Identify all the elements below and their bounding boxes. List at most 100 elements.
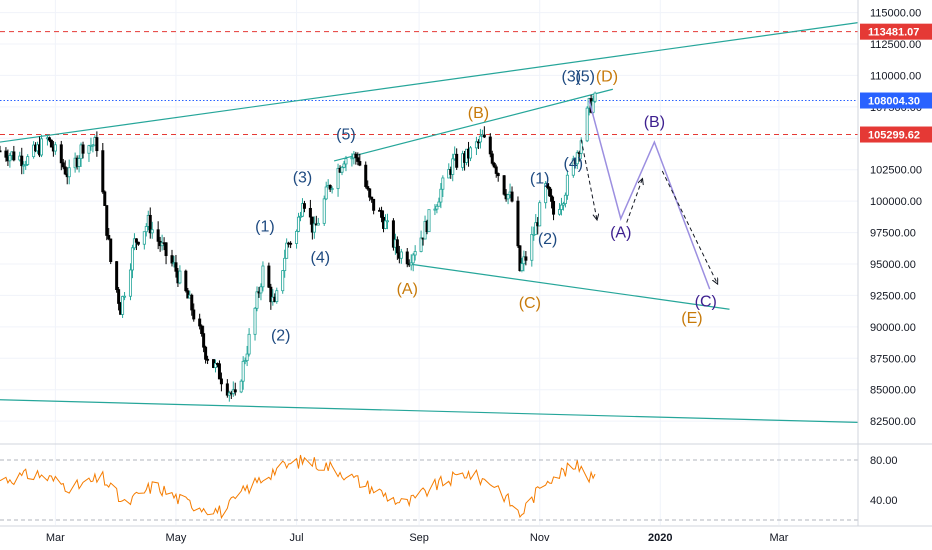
candle-body: [530, 234, 534, 261]
candle-body: [561, 203, 565, 206]
wave-label: (1): [530, 171, 550, 188]
price-tick-label: 82500.00: [870, 416, 916, 428]
candle-body: [532, 233, 536, 236]
candle-body: [308, 207, 312, 218]
wave-label: (3): [293, 169, 313, 186]
candle-body: [411, 254, 415, 264]
candle-body: [49, 139, 53, 148]
candle-body: [356, 157, 360, 162]
candle-body: [259, 286, 263, 294]
candle-body: [490, 153, 494, 164]
wave-label: (B): [644, 114, 665, 131]
candle-body: [269, 286, 273, 303]
candle-body: [488, 136, 492, 155]
candle-body: [409, 262, 413, 266]
wave-5-to-D-line: [333, 88, 614, 162]
candle-body: [336, 167, 340, 189]
candle-body: [593, 92, 597, 102]
price-tag-box: [860, 126, 932, 143]
upper-channel-line: [0, 22, 859, 143]
candle-body: [435, 205, 439, 210]
candle-body: [247, 333, 251, 355]
candle-body: [433, 208, 437, 211]
wave-label: (B): [468, 105, 489, 122]
candle-body: [101, 150, 105, 193]
candle-body: [520, 263, 524, 271]
candle-body: [128, 269, 132, 297]
wave-label: (A): [610, 225, 631, 242]
candle-body: [538, 202, 542, 227]
candle-body: [219, 378, 223, 385]
wave-labels: (1)(2)(3)(4)(5)(A)(B)(C)(1)(2)(3)(5) (D)(…: [255, 69, 717, 345]
candle-body: [469, 147, 473, 159]
lower-support-line: [0, 399, 859, 423]
candle-body: [206, 358, 210, 361]
candle-body: [217, 363, 221, 380]
candle-body: [40, 138, 44, 156]
candle-body: [283, 257, 287, 272]
candle-body: [117, 289, 121, 304]
price-tick-label: 95000.00: [870, 259, 916, 271]
wave-label: (5): [336, 127, 356, 144]
candle-body: [63, 166, 67, 175]
wave-label: (A): [397, 281, 418, 298]
candle-body: [546, 183, 550, 188]
candle-body: [255, 291, 259, 309]
candle-body: [302, 203, 306, 209]
trendlines: [0, 22, 859, 423]
candle-body: [550, 195, 554, 202]
candle-body: [87, 145, 91, 154]
price-tick-label: 112500.00: [870, 39, 921, 51]
candle-body: [150, 229, 154, 234]
wave-label: (5): [575, 69, 595, 86]
candle-body: [516, 200, 520, 247]
candle-body: [103, 191, 107, 206]
time-tick-label: Sep: [409, 532, 429, 544]
candle-body: [563, 194, 567, 205]
candle-body: [544, 183, 548, 204]
candle-body: [77, 158, 81, 167]
candle-body: [289, 242, 293, 245]
candle-body: [496, 173, 500, 177]
oscillator-tick-label: 80.00: [870, 455, 898, 467]
price-tick-label: 115000.00: [870, 8, 921, 20]
wave-label: (2): [271, 328, 291, 345]
candle-body: [441, 177, 445, 190]
candle-body: [502, 175, 506, 195]
candle-body: [142, 231, 146, 245]
candle-body: [192, 309, 196, 320]
candle-body: [67, 167, 71, 178]
candle-body: [358, 161, 362, 166]
price-tag-label: 113481.07: [868, 27, 919, 39]
candle-body: [136, 241, 140, 245]
candle-body: [53, 144, 57, 152]
candle-body: [243, 360, 247, 363]
candle-body: [559, 204, 563, 210]
time-tick-label: Mar: [769, 532, 788, 544]
projection-arrow: [626, 179, 643, 223]
price-tick-label: 97500.00: [870, 228, 916, 240]
candle-body: [300, 203, 304, 217]
candle-body: [156, 229, 160, 242]
candle-body: [297, 216, 301, 232]
candle-body: [225, 383, 229, 396]
candle-body: [385, 220, 389, 223]
candle-body: [47, 137, 51, 141]
wave-label: (C): [695, 294, 717, 311]
wave-label: (C): [519, 295, 541, 312]
candle-body: [275, 290, 279, 302]
candle-body: [395, 239, 399, 254]
candle-body: [312, 223, 316, 233]
candle-body: [368, 188, 372, 198]
oscillator-tick-label: 40.00: [870, 495, 898, 507]
candle-body: [474, 141, 478, 149]
candle-body: [144, 226, 148, 233]
candle-body: [213, 363, 217, 368]
candle-body: [557, 209, 561, 215]
time-tick-label: Mar: [46, 532, 65, 544]
candle-body: [107, 235, 111, 240]
price-tag-box: [860, 92, 932, 109]
candle-body: [186, 290, 190, 299]
candle-body: [285, 242, 289, 259]
